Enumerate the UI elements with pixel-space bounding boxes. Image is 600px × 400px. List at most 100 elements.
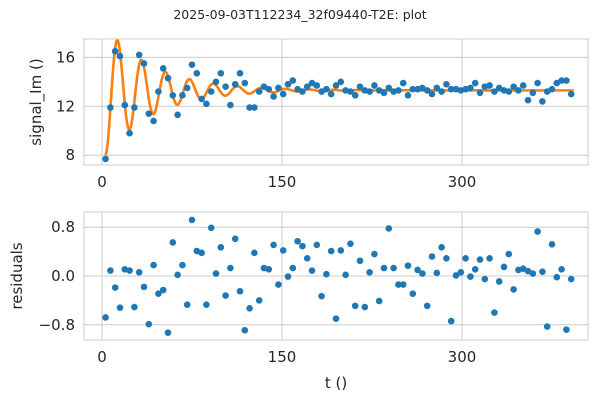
top-data-point [433, 84, 441, 92]
top-data-point [443, 80, 450, 88]
top-data-point [510, 83, 517, 91]
bottom-data-point [236, 287, 244, 295]
top-data-point [524, 96, 532, 104]
bottom-grid [84, 212, 588, 340]
bottom-data-point [423, 302, 431, 310]
bottom-points-layer [102, 216, 575, 336]
bottom-data-point [107, 267, 114, 274]
bottom-x-axis-title: t () [325, 374, 347, 392]
top-data-point [111, 47, 119, 55]
top-data-point [188, 61, 196, 68]
top-panel: 0 150 300 8 12 16 signal_Im () [27, 38, 589, 191]
bottom-data-point [279, 247, 287, 254]
top-data-point [164, 74, 172, 82]
top-data-point [356, 83, 364, 91]
top-data-point [135, 51, 143, 59]
top-data-point [332, 82, 340, 89]
top-data-point [155, 88, 162, 95]
top-data-point [193, 69, 201, 77]
top-data-point [299, 88, 306, 95]
top-data-point [519, 82, 527, 89]
top-x-tick-label: 150 [268, 173, 297, 191]
bottom-data-point [126, 267, 133, 274]
bottom-data-point [111, 284, 119, 291]
bottom-data-point [275, 281, 282, 288]
top-data-point [198, 95, 205, 103]
top-data-point [121, 101, 129, 109]
top-data-point [303, 83, 311, 91]
top-data-point [107, 104, 114, 111]
top-data-point [558, 77, 565, 84]
top-data-point [423, 87, 431, 94]
top-data-point [395, 87, 402, 94]
top-data-point [183, 84, 191, 92]
top-data-point [467, 84, 474, 92]
bottom-data-point [327, 247, 335, 255]
bottom-data-point [265, 265, 273, 273]
top-data-point [140, 60, 148, 67]
bottom-data-point [510, 286, 517, 293]
bottom-data-point [150, 261, 157, 269]
bottom-data-point [380, 264, 388, 272]
bottom-data-point [356, 257, 364, 265]
top-data-point [539, 98, 546, 105]
top-y-tick-label: 8 [65, 146, 75, 164]
top-data-point [351, 91, 359, 99]
bottom-x-tick-label: 0 [97, 348, 107, 366]
bottom-data-point [303, 255, 311, 262]
bottom-data-point [308, 267, 316, 274]
bottom-data-point [299, 242, 306, 250]
top-data-point [567, 90, 575, 98]
bottom-data-point [491, 309, 498, 316]
bottom-data-point [385, 225, 393, 232]
bottom-panel: 0 150 300 −0.8 0.0 0.8 residuals t () [8, 211, 589, 392]
top-points-layer [102, 47, 575, 163]
top-data-point [231, 80, 239, 88]
bottom-data-point [323, 270, 330, 278]
bottom-data-point [553, 273, 561, 281]
top-data-point [203, 100, 210, 108]
top-data-point [385, 84, 393, 92]
bottom-data-point [443, 255, 450, 262]
top-data-point [102, 155, 109, 163]
top-data-point [404, 91, 412, 99]
top-grid [84, 39, 588, 165]
top-data-point [131, 104, 138, 111]
top-data-point [251, 104, 258, 111]
bottom-data-point [246, 305, 253, 312]
top-x-tick-label: 0 [97, 173, 107, 191]
top-data-point [548, 85, 556, 93]
bottom-y-tick-labels: −0.8 0.0 0.8 [39, 218, 75, 334]
top-y-axis-title: signal_Im () [27, 58, 46, 145]
bottom-y-tick-label: 0.8 [51, 218, 75, 236]
bottom-data-point [375, 297, 383, 305]
bottom-data-point [548, 241, 556, 248]
top-data-point [289, 77, 297, 84]
bottom-data-point [500, 263, 508, 271]
top-data-point [447, 85, 455, 93]
top-data-point [217, 69, 225, 77]
bottom-data-point [255, 297, 263, 304]
bottom-data-point [174, 271, 181, 279]
bottom-data-point [433, 269, 441, 277]
bottom-data-point [227, 264, 234, 272]
bottom-data-point [452, 272, 460, 279]
bottom-data-point [438, 244, 445, 251]
top-data-point [563, 77, 570, 84]
top-data-point [529, 89, 537, 97]
top-data-point [313, 82, 321, 89]
bottom-data-point [419, 270, 426, 277]
bottom-data-point [188, 216, 196, 224]
bottom-data-point [164, 329, 172, 336]
bottom-data-point [563, 326, 570, 333]
bottom-data-point [203, 301, 210, 308]
bottom-data-point [342, 271, 349, 279]
bottom-data-point [471, 265, 479, 273]
top-data-point [150, 117, 157, 125]
bottom-data-point [102, 314, 109, 321]
top-data-point [236, 69, 244, 77]
top-data-point [246, 104, 253, 111]
top-data-point [515, 87, 522, 94]
bottom-data-point [145, 320, 153, 328]
